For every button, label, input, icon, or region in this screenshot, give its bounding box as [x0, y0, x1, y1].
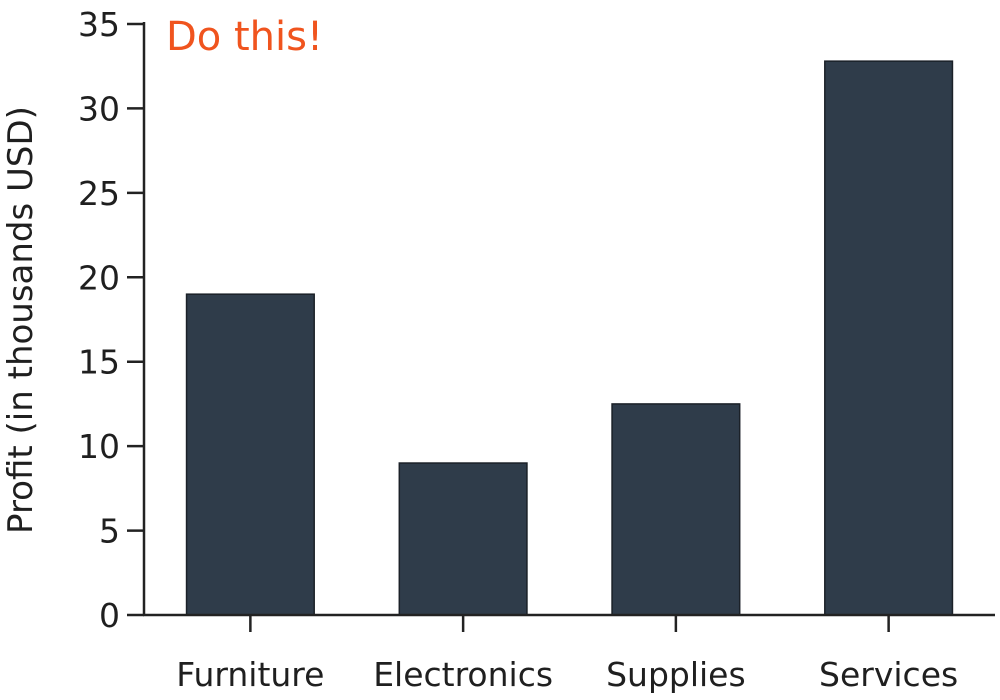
y-tick-label: 20 — [78, 258, 120, 297]
y-axis-title: Profit (in thousands USD) — [1, 106, 41, 534]
bar — [611, 403, 741, 616]
x-tick-label: Electronics — [373, 655, 553, 694]
y-tick-label: 10 — [78, 427, 120, 466]
y-tick-label: 15 — [78, 343, 120, 382]
y-tick-label: 35 — [78, 5, 120, 44]
x-axis-tick-labels: Furniture Electronics Supplies Services — [176, 655, 958, 694]
x-tick-label: Furniture — [176, 655, 324, 694]
x-tick-label: Supplies — [606, 655, 746, 694]
x-tick-label: Services — [819, 655, 958, 694]
y-tick-label: 30 — [78, 89, 120, 128]
chart-annotation: Do this! — [166, 14, 323, 60]
x-axis-ticks — [249, 615, 890, 632]
bars — [185, 60, 954, 616]
bar — [824, 60, 954, 616]
y-axis-tick-labels: 0 5 10 15 20 25 30 35 — [78, 5, 120, 635]
y-tick-label: 5 — [99, 512, 120, 551]
y-axis-ticks — [127, 22, 144, 617]
y-tick-label: 25 — [78, 174, 120, 213]
bar — [398, 462, 528, 616]
bar — [185, 293, 315, 616]
y-tick-label: 0 — [99, 596, 120, 635]
